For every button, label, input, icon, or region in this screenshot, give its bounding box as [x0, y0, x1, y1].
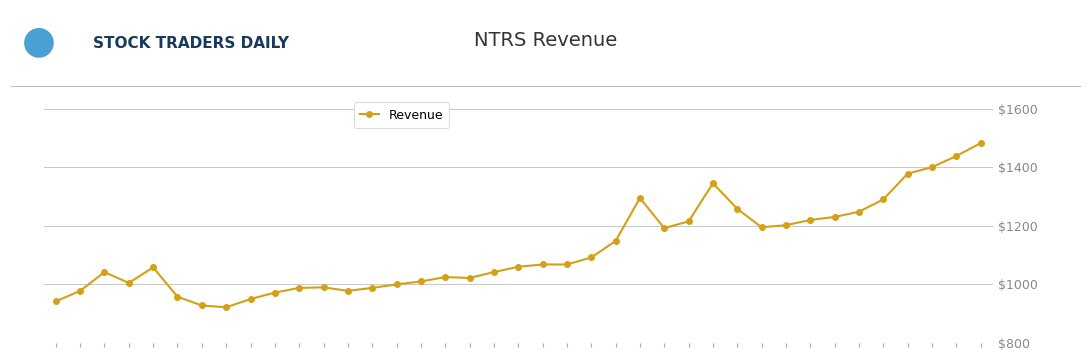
Revenue — [974, 141, 987, 145]
Revenue — [488, 270, 501, 274]
Revenue — [171, 295, 184, 299]
Revenue — [122, 281, 135, 285]
Revenue — [98, 270, 111, 274]
Revenue — [731, 207, 744, 211]
Revenue — [536, 262, 549, 267]
Revenue — [463, 276, 476, 280]
Revenue — [244, 297, 257, 301]
Revenue — [585, 256, 598, 260]
Revenue — [561, 262, 574, 267]
Line: Revenue: Revenue — [53, 140, 983, 310]
Revenue — [852, 210, 865, 214]
Legend: Revenue: Revenue — [353, 102, 449, 128]
Revenue — [73, 289, 86, 293]
Revenue — [779, 223, 792, 227]
Text: STOCK TRADERS DAILY: STOCK TRADERS DAILY — [93, 36, 289, 51]
Revenue — [512, 265, 525, 269]
Revenue — [195, 303, 208, 308]
Revenue — [439, 275, 452, 279]
Revenue — [292, 286, 305, 290]
Revenue — [901, 172, 914, 176]
Revenue — [268, 290, 281, 295]
Revenue — [146, 265, 159, 270]
Revenue — [317, 285, 331, 289]
Revenue — [706, 181, 719, 186]
Revenue — [950, 154, 963, 158]
Revenue — [389, 282, 403, 287]
Revenue — [49, 299, 62, 303]
Text: ●: ● — [22, 22, 56, 60]
Revenue — [341, 289, 355, 293]
Revenue — [609, 239, 622, 243]
Revenue — [365, 286, 379, 290]
Revenue — [658, 226, 671, 230]
Revenue — [415, 279, 428, 284]
Revenue — [828, 215, 841, 219]
Revenue — [634, 196, 647, 200]
Revenue — [925, 165, 938, 169]
Revenue — [755, 225, 768, 229]
Revenue — [877, 197, 890, 202]
Text: NTRS Revenue: NTRS Revenue — [473, 32, 618, 50]
Revenue — [682, 219, 695, 224]
Revenue — [219, 305, 232, 309]
Revenue — [804, 218, 817, 222]
